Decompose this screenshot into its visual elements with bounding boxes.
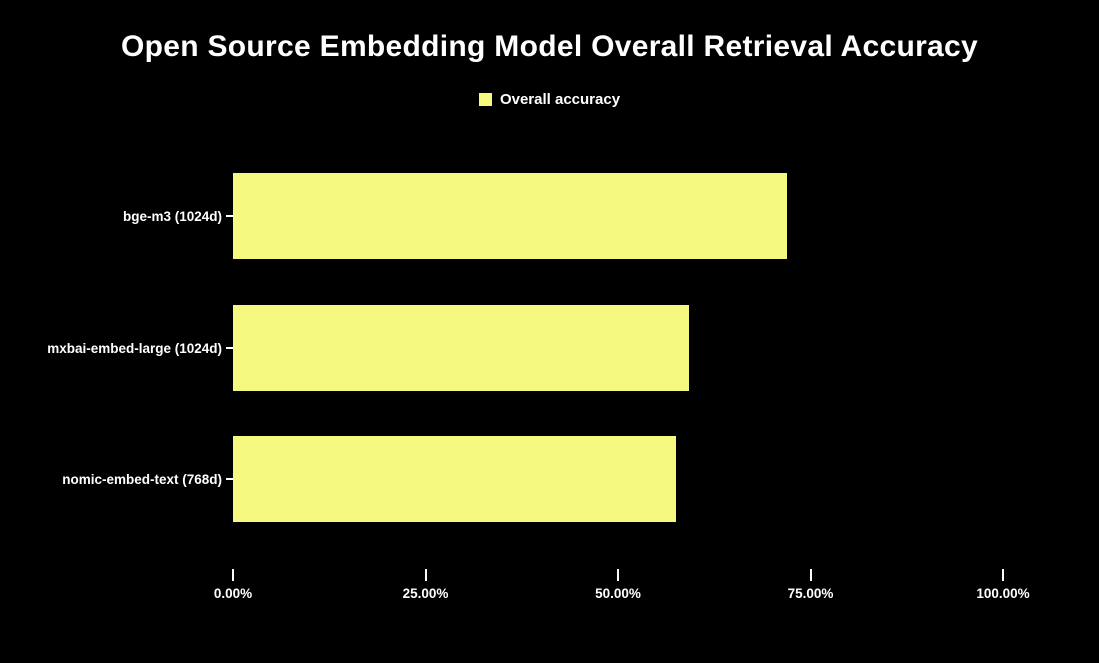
category-label: mxbai-embed-large (1024d) [47,340,222,356]
x-axis-tick [617,569,619,581]
x-axis-tick-label: 75.00% [787,586,834,601]
x-axis-tick-label: 0.00% [213,586,253,601]
y-axis-tick [226,215,233,217]
legend-swatch-overall-accuracy [478,93,492,106]
x-axis-tick-label: 100.00% [976,586,1030,601]
x-axis-tick [809,569,812,581]
bar-nomic-embed-text-768d [233,436,676,522]
category-label: bge-m3 (1024d) [122,208,222,224]
x-axis-tick-label: 50.00% [595,586,641,601]
x-axis-tick-label: 25.00% [402,586,449,601]
bar-mxbai-embed-large-1024d [233,305,689,391]
x-axis-tick [232,569,234,581]
y-axis-tick [226,478,233,480]
bar-bge-m3-1024d [233,173,788,259]
x-axis-tick [424,569,427,581]
chart-title: Open Source Embedding Model Overall Retr… [120,30,979,63]
legend: Overall accuracy [0,91,1099,108]
legend-label: Overall accuracy [499,91,621,108]
y-axis-tick [226,347,233,349]
category-label: nomic-embed-text (768d) [62,471,222,487]
x-axis-tick [1002,569,1004,581]
